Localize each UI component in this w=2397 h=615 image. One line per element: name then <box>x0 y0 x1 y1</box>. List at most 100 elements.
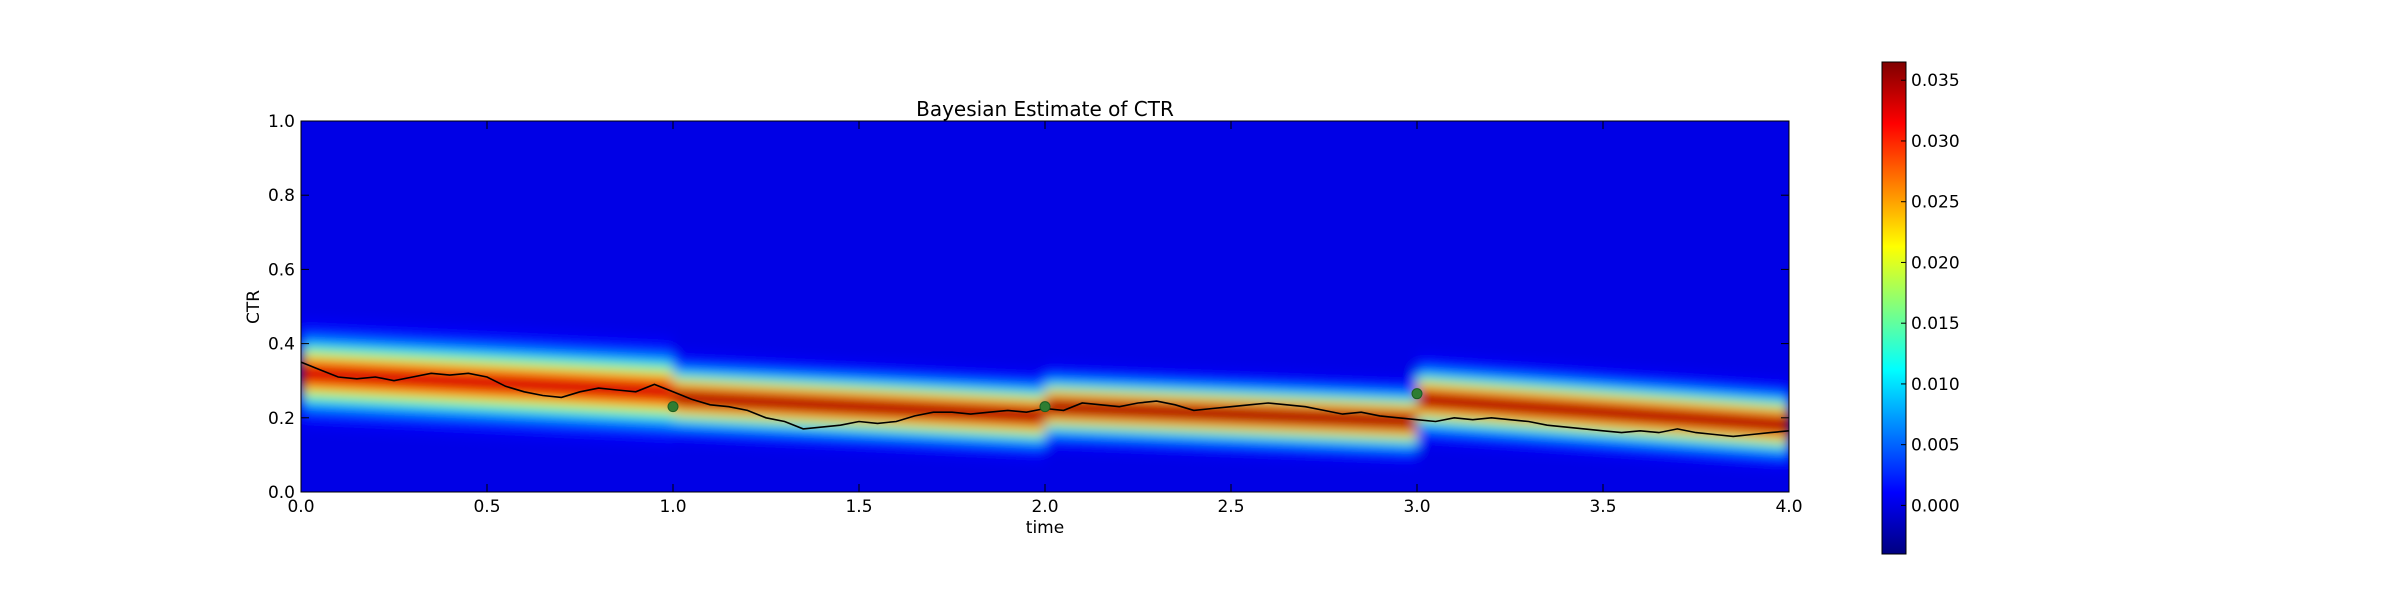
density-slice <box>1565 350 1576 470</box>
density-slice <box>1556 349 1567 469</box>
y-tick-label: 0.0 <box>268 483 295 503</box>
density-slice <box>877 348 888 468</box>
density-slice <box>1026 355 1037 475</box>
density-slice <box>1454 342 1465 462</box>
density-slice <box>1519 347 1530 467</box>
density-slice <box>1184 356 1195 469</box>
chart-title: Bayesian Estimate of CTR <box>916 97 1174 121</box>
observation-points <box>667 388 1423 413</box>
colorbar-tick-label: 0.035 <box>1911 71 1960 91</box>
density-slice <box>1584 351 1595 471</box>
observation-point <box>1411 388 1423 400</box>
density-slice <box>756 342 767 462</box>
x-tick-label: 4.0 <box>1775 497 1802 517</box>
density-slice <box>942 351 953 471</box>
density-slice <box>1212 357 1223 470</box>
density-slice <box>1128 353 1139 467</box>
density-slice <box>580 316 590 459</box>
colorbar: 0.000 0.005 0.010 0.015 0.020 0.025 0.030 0.035 <box>1881 61 1960 555</box>
density-slice <box>617 318 628 461</box>
density-slice <box>719 340 730 460</box>
density-slice <box>1370 363 1381 477</box>
density-slice <box>1100 352 1111 466</box>
density-slice <box>1547 349 1558 469</box>
density-slice <box>589 316 600 460</box>
density-slice <box>412 307 423 451</box>
density-slice <box>998 354 1009 474</box>
density-slice <box>1658 357 1669 476</box>
density-slice <box>1091 352 1102 466</box>
heatmap-area <box>301 121 1789 492</box>
density-slice <box>1761 364 1771 483</box>
observation-point <box>1039 401 1051 413</box>
density-slice <box>1649 356 1660 476</box>
density-slice <box>989 354 1000 473</box>
density-slice <box>524 313 535 456</box>
density-slice <box>886 348 897 468</box>
density-slice <box>301 302 311 445</box>
density-slice <box>1138 354 1148 467</box>
density-slice <box>1361 363 1372 476</box>
density-slice <box>1054 350 1065 464</box>
colorbar-gradient <box>1881 61 1907 555</box>
density-slice <box>1612 353 1623 473</box>
density-slice <box>1193 356 1204 470</box>
y-tick-label: 0.6 <box>268 260 295 280</box>
density-slice <box>1751 363 1762 483</box>
x-tick-label: 2.5 <box>1217 497 1244 517</box>
density-slice <box>1017 355 1027 475</box>
colorbar-tick-label: 0.005 <box>1911 436 1960 456</box>
y-tick-label: 0.8 <box>268 186 295 206</box>
y-tick-label: 0.4 <box>268 335 295 355</box>
density-slice <box>1742 362 1753 482</box>
density-slice <box>859 347 869 467</box>
density-slice <box>468 310 479 454</box>
x-tick-label: 3.5 <box>1589 497 1616 517</box>
density-slice <box>1268 359 1279 473</box>
density-slice <box>1714 360 1725 480</box>
density-slice <box>710 340 721 459</box>
density-slice <box>1696 359 1706 479</box>
density-slice <box>1240 358 1251 472</box>
density-slice <box>700 339 711 459</box>
density-slice <box>933 351 944 470</box>
density-slice <box>645 319 655 462</box>
density-slice <box>505 312 516 455</box>
density-slice <box>1072 351 1083 465</box>
density-slice <box>1417 340 1427 459</box>
density-slice <box>663 320 674 463</box>
density-slice <box>570 315 581 459</box>
density-slice <box>1277 359 1288 473</box>
density-slice <box>626 318 637 461</box>
density-slice <box>1463 343 1474 463</box>
density-slice <box>1491 345 1502 465</box>
density-slice <box>1314 361 1325 474</box>
density-slice <box>1342 362 1353 476</box>
density-slice <box>1779 365 1789 485</box>
density-slice <box>487 311 497 455</box>
density-slice <box>821 345 832 465</box>
colorbar-tick-label: 0.020 <box>1911 253 1960 273</box>
x-axis-ticks: 0.0 0.5 1.0 1.5 2.0 2.5 3.0 3.5 4.0 <box>287 121 1803 517</box>
density-slice <box>924 350 934 470</box>
density-slice <box>1705 360 1716 480</box>
density-slice <box>1723 361 1734 481</box>
density-slice <box>1333 361 1344 475</box>
density-slice <box>775 343 786 463</box>
density-slice <box>1770 364 1781 484</box>
density-slice <box>1119 353 1130 467</box>
density-slice <box>347 304 358 448</box>
density-slice <box>1305 360 1316 474</box>
density-slice <box>803 344 814 464</box>
density-slice <box>952 352 962 471</box>
colorbar-tick-label: 0.010 <box>1911 375 1960 395</box>
density-slice <box>961 352 972 472</box>
density-slice <box>338 304 349 447</box>
density-slice <box>1286 360 1297 473</box>
density-slice <box>1593 352 1604 472</box>
density-slice <box>1296 360 1306 474</box>
density-slice <box>561 315 572 458</box>
y-axis-label: CTR <box>244 290 264 324</box>
density-slice <box>384 306 395 449</box>
